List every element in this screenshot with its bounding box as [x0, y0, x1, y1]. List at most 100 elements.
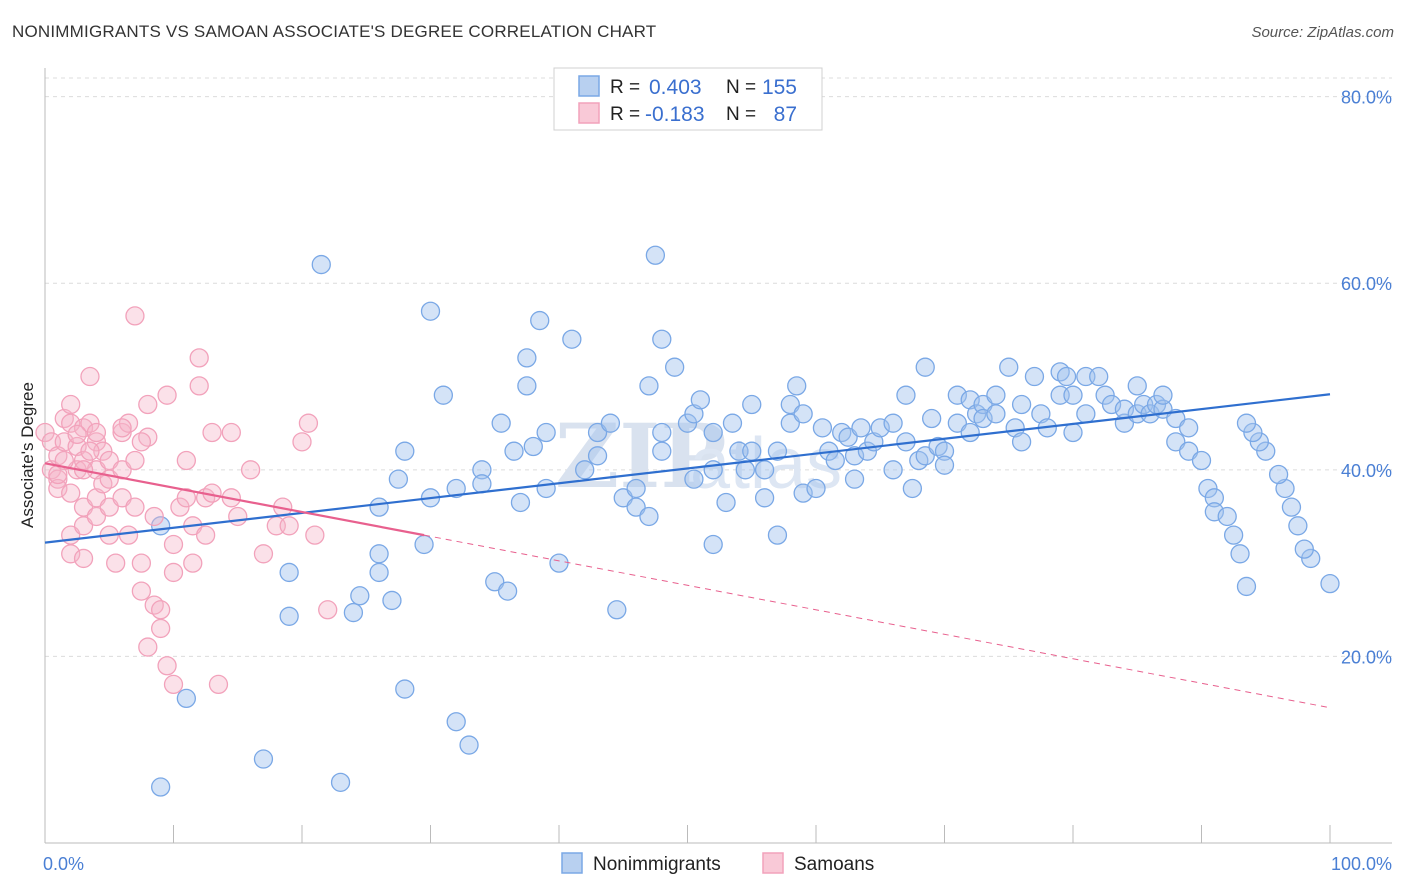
data-point-nonimmigrants: [311, 254, 331, 275]
legend-swatch-pink: [578, 102, 600, 124]
data-point-nonimmigrants: [1236, 413, 1257, 433]
data-point-nonimmigrants: [934, 441, 955, 461]
data-point-nonimmigrants: [350, 586, 370, 606]
legend-swatch-nonimmigrants: [561, 852, 583, 874]
data-point-nonimmigrants: [703, 534, 723, 555]
data-point-nonimmigrants: [497, 581, 518, 601]
data-point-nonimmigrants: [523, 436, 543, 457]
data-point-nonimmigrants: [1076, 404, 1096, 424]
x-tick-label: 0.0%: [43, 854, 84, 874]
data-point-nonimmigrants: [754, 460, 775, 480]
data-point-nonimmigrants: [395, 679, 415, 699]
data-point-nonimmigrants: [665, 357, 685, 377]
data-point-samoans: [163, 562, 184, 583]
data-point-nonimmigrants: [934, 455, 955, 475]
data-point-nonimmigrants: [652, 329, 672, 349]
data-point-samoans: [80, 366, 100, 387]
data-point-samoans: [138, 637, 158, 657]
data-point-nonimmigrants: [472, 474, 492, 494]
data-point-nonimmigrants: [902, 478, 923, 499]
data-point-nonimmigrants: [652, 441, 672, 461]
data-point-nonimmigrants: [504, 441, 524, 461]
data-point-nonimmigrants: [639, 506, 659, 527]
data-point-samoans: [150, 600, 171, 620]
data-point-nonimmigrants: [459, 735, 479, 755]
data-point-samoans: [189, 376, 209, 396]
data-point-nonimmigrants: [607, 600, 627, 620]
data-point-samoans: [163, 674, 184, 695]
y-tick-label: 20.0%: [1341, 647, 1392, 667]
data-point-nonimmigrants: [1011, 432, 1032, 452]
data-point-nonimmigrants: [1288, 516, 1308, 536]
data-point-nonimmigrants: [395, 441, 415, 461]
data-point-nonimmigrants: [1063, 422, 1083, 443]
data-point-samoans: [67, 424, 87, 445]
data-point-nonimmigrants: [960, 422, 980, 443]
data-point-samoans: [170, 497, 190, 517]
data-point-samoans: [131, 581, 152, 601]
data-point-nonimmigrants: [420, 301, 441, 321]
data-point-samoans: [61, 483, 81, 503]
data-point-nonimmigrants: [883, 413, 903, 433]
data-point-samoans: [195, 525, 216, 545]
data-point-nonimmigrants: [1301, 548, 1321, 569]
data-point-nonimmigrants: [330, 772, 351, 793]
data-point-nonimmigrants: [446, 478, 466, 499]
data-point-nonimmigrants: [722, 413, 743, 433]
data-point-samoans: [163, 534, 184, 555]
data-point-nonimmigrants: [388, 469, 409, 489]
data-point-samoans: [305, 525, 325, 545]
data-point-nonimmigrants: [639, 376, 659, 396]
trend-line-samoans: [44, 462, 425, 537]
legend-swatch-samoans: [762, 852, 784, 874]
series-samoans: [35, 306, 338, 695]
data-point-nonimmigrants: [587, 446, 608, 466]
data-point-nonimmigrants: [922, 408, 942, 429]
data-point-samoans: [298, 413, 319, 433]
data-point-nonimmigrants: [986, 404, 1006, 424]
data-point-samoans: [73, 548, 94, 569]
data-point-samoans: [138, 394, 158, 415]
legend-r-value-1: 0.403: [649, 76, 702, 99]
legend-n-value-1: 155: [762, 76, 797, 99]
data-point-nonimmigrants: [1223, 525, 1244, 545]
data-point-nonimmigrants: [1153, 385, 1173, 405]
data-point-nonimmigrants: [510, 492, 531, 513]
data-point-samoans: [125, 450, 145, 471]
legend-n-label-2: N =: [726, 104, 756, 125]
source-label: Source: ZipAtlas.com: [1251, 24, 1394, 41]
data-point-nonimmigrants: [369, 562, 389, 583]
data-point-samoans: [61, 394, 81, 415]
data-point-nonimmigrants: [793, 404, 813, 424]
data-point-nonimmigrants: [536, 422, 556, 443]
data-point-nonimmigrants: [1179, 418, 1199, 438]
data-point-nonimmigrants: [433, 385, 454, 405]
data-point-samoans: [221, 422, 241, 443]
data-point-nonimmigrants: [1204, 488, 1224, 508]
tick-labels: 20.0% 40.0% 60.0% 80.0% 0.0% 100.0%: [43, 88, 1392, 874]
data-point-nonimmigrants: [530, 310, 550, 331]
data-point-nonimmigrants: [684, 404, 704, 424]
legend-r-label-1: R =: [610, 77, 640, 98]
trend-lines: [44, 393, 1331, 709]
data-point-nonimmigrants: [1236, 576, 1257, 597]
data-point-samoans: [144, 506, 164, 527]
data-point-samoans: [86, 422, 107, 443]
data-point-nonimmigrants: [491, 413, 511, 433]
data-point-nonimmigrants: [812, 418, 833, 438]
data-point-samoans: [35, 422, 55, 443]
data-point-samoans: [48, 464, 68, 485]
series-nonimmigrants: [150, 245, 1340, 797]
data-point-nonimmigrants: [536, 478, 556, 499]
data-point-samoans: [176, 450, 197, 471]
data-point-samoans: [183, 553, 203, 573]
data-point-samoans: [80, 413, 100, 433]
stats-legend: R = 0.403 N = 155 R = -0.183 N = 87: [553, 67, 823, 131]
data-point-nonimmigrants: [1294, 539, 1314, 559]
data-point-nonimmigrants: [446, 712, 466, 732]
data-point-samoans: [279, 516, 299, 536]
data-point-nonimmigrants: [851, 418, 871, 438]
data-point-samoans: [240, 460, 261, 480]
data-point-samoans: [131, 553, 152, 573]
